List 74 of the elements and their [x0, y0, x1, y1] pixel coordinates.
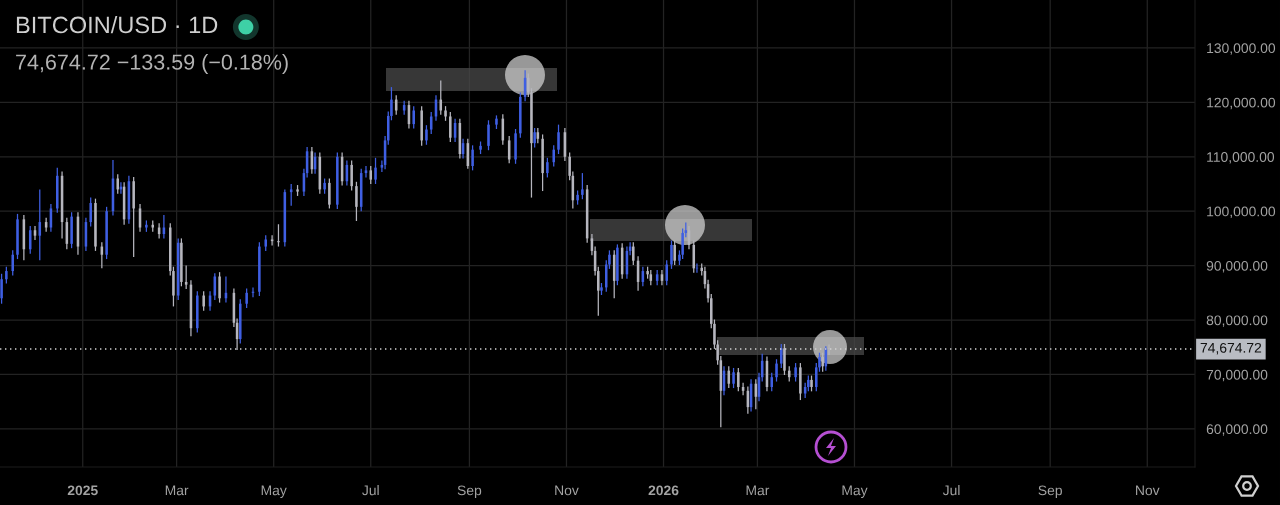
- candlestick: [218, 271, 221, 304]
- candlestick: [673, 239, 676, 266]
- x-tick-label: Nov: [1136, 485, 1160, 496]
- y-tick-label: 60,000.00: [1206, 424, 1268, 436]
- x-tick-label: Mar: [165, 485, 189, 496]
- candlestick: [600, 282, 603, 296]
- candlestick: [28, 225, 32, 255]
- x-tick-label: Mar: [746, 485, 770, 496]
- candlestick: [89, 196, 92, 228]
- candlestick: [180, 237, 183, 287]
- y-tick-label: 100,000.00: [1207, 206, 1276, 218]
- candlestick: [0, 273, 3, 305]
- candlestick: [16, 213, 19, 260]
- ref-line-label: 74,674.72: [1200, 342, 1262, 355]
- candlestick: [355, 181, 358, 222]
- text: 74,674.72 −133.59 (−0.18%): [16, 53, 288, 75]
- x-tick-label: 2026: [648, 485, 679, 496]
- candlestick: [775, 358, 778, 383]
- candlestick: [770, 372, 774, 392]
- candlestick: [270, 234, 274, 247]
- candlestick: [277, 223, 280, 248]
- candlestick: [202, 290, 205, 312]
- candlestick: [665, 259, 668, 286]
- text: BITCOIN/USD · 1D: [16, 16, 218, 34]
- x-tick-label: May: [842, 485, 868, 498]
- candlestick: [552, 144, 556, 168]
- candlestick: [557, 124, 560, 155]
- candlestick: [495, 114, 498, 130]
- candlestick: [444, 105, 447, 122]
- candlestick: [514, 128, 517, 165]
- candlestick: [245, 287, 248, 309]
- candlestick: [783, 343, 786, 376]
- y-tick-label: 90,000.00: [1206, 260, 1268, 273]
- candlestick: [533, 127, 536, 149]
- y-tick-label: 80,000.00: [1206, 315, 1268, 327]
- candlestick: [439, 79, 443, 116]
- x-tick-label: 2025: [67, 485, 98, 496]
- candlestick: [70, 211, 73, 249]
- candlestick: [780, 343, 783, 369]
- candlestick: [350, 159, 353, 192]
- candlestick: [425, 124, 428, 146]
- candlestick: [479, 140, 482, 155]
- candlestick: [581, 172, 584, 200]
- candlestick: [546, 157, 549, 179]
- candlestick: [794, 362, 797, 383]
- candlestick: [821, 352, 824, 373]
- candlestick: [412, 105, 415, 130]
- y-tick-label: 120,000.00: [1207, 97, 1276, 110]
- x-tick-label: Sep: [457, 485, 482, 498]
- candlestick: [116, 173, 120, 195]
- candlestick: [670, 239, 673, 270]
- candlestick: [11, 249, 14, 277]
- y-tick-label: 130,000.00: [1207, 43, 1276, 55]
- candlestick: [810, 374, 813, 392]
- x-tick-label: Jul: [362, 485, 379, 496]
- x-tick-label: Jul: [942, 485, 960, 496]
- candlestick: [328, 177, 331, 210]
- y-tick-label: 110,000.00: [1207, 152, 1275, 164]
- candlestick: [487, 119, 490, 151]
- candlestick: [296, 184, 299, 197]
- candlestick: [737, 367, 740, 392]
- x-tick-label: Nov: [555, 485, 579, 496]
- candlestick: [449, 111, 452, 143]
- candlestick: [632, 241, 635, 266]
- candlestick: [732, 367, 735, 389]
- candlestick: [828, 343, 830, 356]
- y-tick-label: 70,000.00: [1206, 369, 1268, 382]
- candlestick: [94, 198, 97, 252]
- candlestick: [541, 133, 544, 192]
- candlestick: [471, 144, 474, 171]
- candlestick: [374, 157, 377, 185]
- candlestick: [692, 239, 696, 274]
- x-tick-label: May: [261, 485, 287, 498]
- x-tick-label: Sep: [1038, 485, 1062, 498]
